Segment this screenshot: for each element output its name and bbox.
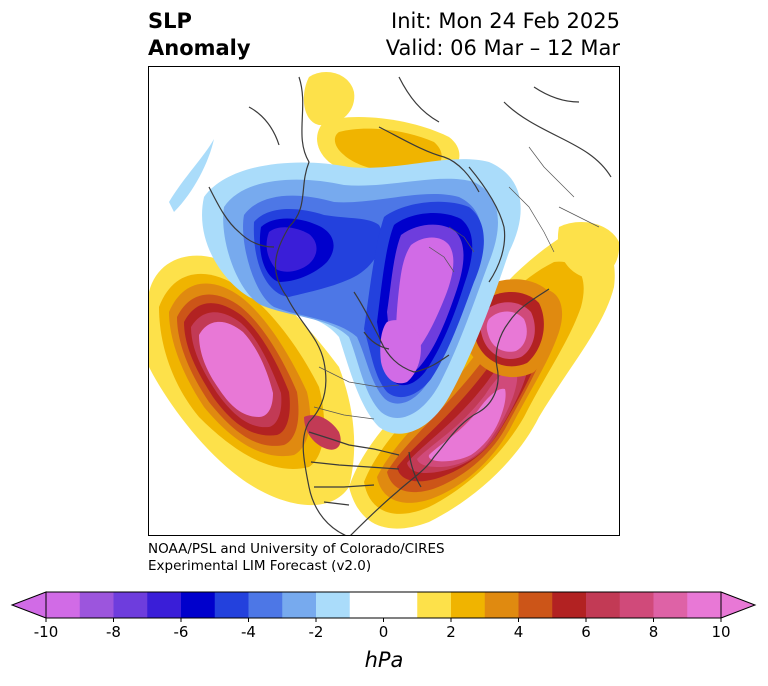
colorbar-segment [248,592,283,618]
colorbar-units: hPa [364,648,404,672]
colorbar-segment [316,592,351,618]
colorbar-segment [46,592,81,618]
colorbar-segment [79,592,114,618]
coastlines [208,76,612,535]
colorbar-extend-high [720,591,757,619]
title-field: Anomaly [148,36,251,60]
colorbar-segment [518,592,553,618]
colorbar-segment [586,592,621,618]
credit-line-1: NOAA/PSL and University of Colorado/CIRE… [148,541,445,557]
colorbar-segment [484,592,519,618]
anomaly-map [148,66,620,536]
colorbar-tick-label: 10 [711,623,730,638]
colorbar-tick-label: -10 [34,623,59,638]
colorbar-tick-label: 0 [379,623,389,638]
colorbar-segment [113,592,148,618]
colorbar-tick-label: -8 [106,623,121,638]
colorbar-segment [349,592,418,618]
colorbar-tick-label: 4 [514,623,524,638]
colorbar-segment [653,592,688,618]
colorbar-tick-label: 6 [581,623,591,638]
colorbar-segment [214,592,249,618]
map-title: SLP Anomaly [148,8,251,62]
colorbar-segment [687,592,722,618]
country-borders [313,146,600,420]
arctic-negative-anomaly [169,139,521,434]
credit-line-2: Experimental LIM Forecast (v2.0) [148,558,372,574]
colorbar-segment [417,592,452,618]
colorbar-segment [147,592,182,618]
credit-text: NOAA/PSL and University of Colorado/CIRE… [148,541,445,575]
colorbar-tick-label: -2 [309,623,324,638]
colorbar-tick-label: -6 [174,623,189,638]
colorbar-tick-label: 8 [649,623,659,638]
colorbar-segment [552,592,587,618]
colorbar: -10 -8 -6 -4 -2 0 2 4 6 8 10 [10,591,757,638]
colorbar-segment [282,592,317,618]
anomaly-map-svg [149,72,619,535]
colorbar-segment [619,592,654,618]
init-date: Init: Mon 24 Feb 2025 [391,9,620,33]
title-variable: SLP [148,9,192,33]
colorbar-tick-label: 2 [446,623,456,638]
forecast-dates: Init: Mon 24 Feb 2025 Valid: 06 Mar – 12… [386,8,620,62]
valid-date-range: Valid: 06 Mar – 12 Mar [385,36,620,60]
colorbar-segment [451,592,486,618]
colorbar-extend-low [10,591,47,619]
colorbar-segment [181,592,216,618]
colorbar-tick-label: -4 [241,623,256,638]
